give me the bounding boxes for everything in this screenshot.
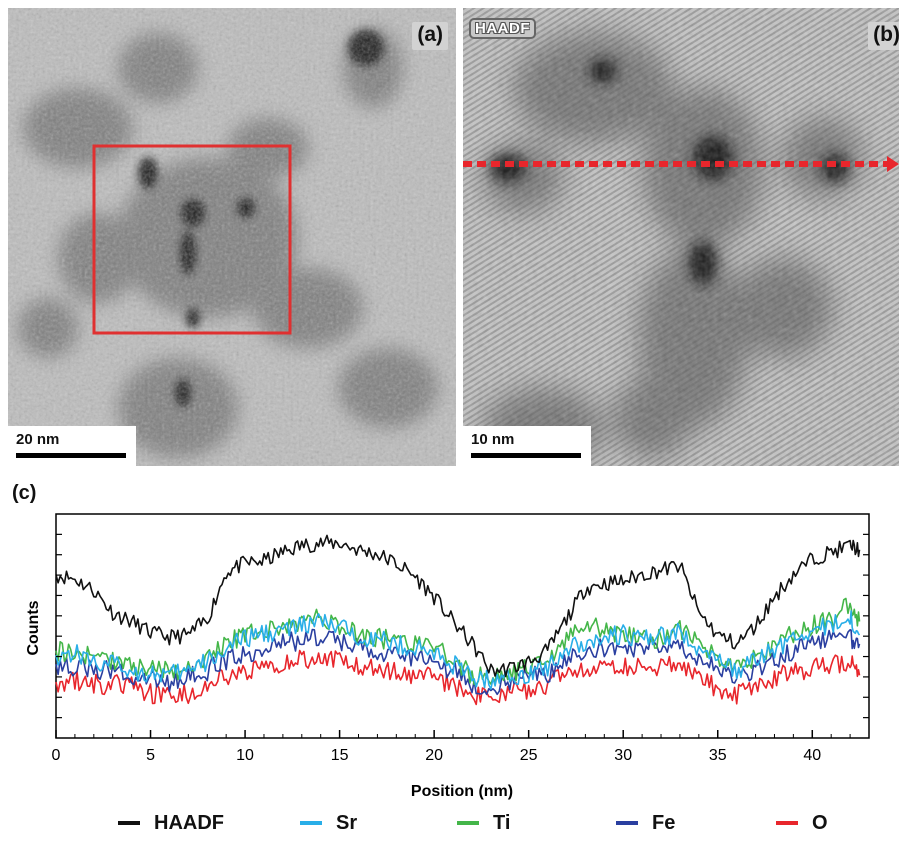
line-scan-arrowhead [887,156,899,172]
legend-item-sr: Sr [300,808,357,838]
legend-swatch [776,821,798,825]
scale-bar-b-line [471,453,581,458]
x-tick-label: 15 [331,747,349,764]
legend-item-o: O [776,808,828,838]
chart-legend: HAADF Sr Ti Fe O [0,808,899,838]
legend-label: Ti [493,811,511,834]
scale-bar-b: 10 nm [463,426,591,466]
series-line-fe [55,628,861,696]
ticks-layer: 0 5 10 15 20 25 30 35 40 [52,533,869,764]
legend-label: HAADF [154,811,224,834]
series-line-sr [55,610,861,690]
scale-bar-a-line [16,453,126,458]
legend-item-ti: Ti [457,808,510,838]
series-layer [55,534,861,706]
x-tick-label: 40 [803,747,821,764]
x-tick-label: 30 [614,747,632,764]
x-tick-label: 20 [425,747,443,764]
panel-c-label: (c) [12,482,37,504]
x-tick-label: 25 [520,747,538,764]
panel-a-label: (a) [412,22,448,50]
legend-swatch [118,821,140,825]
series-line-o [55,649,861,706]
plot-frame [55,513,870,739]
legend-swatch [616,821,638,825]
micrograph-panel-b: HAADF (b) 10 nm [463,8,899,466]
legend-swatch [300,821,322,825]
legend-label: Fe [652,811,676,834]
y-axis-label: Counts [25,600,42,655]
micrograph-a-image [8,8,456,466]
selection-box [92,144,292,335]
legend-label: O [812,811,828,834]
legend-label: Sr [336,811,358,834]
x-tick-label: 5 [146,747,155,764]
x-tick-label: 10 [236,747,254,764]
legend-item-fe: Fe [616,808,675,838]
series-line-haadf [55,534,861,678]
scale-bar-b-label: 10 nm [471,431,515,448]
legend-item-haadf: HAADF [118,808,224,838]
micrograph-b-image [463,8,899,466]
scale-bar-a-label: 20 nm [16,431,60,448]
legend-swatch [457,821,479,825]
haadf-tag: HAADF [469,18,536,39]
panel-b-label: (b) [868,22,899,50]
x-tick-label: 0 [52,747,61,764]
line-profile-chart: 0 5 10 15 20 25 30 35 40 Counts Position (nm) [25,513,870,800]
x-axis-label: Position (nm) [411,783,513,800]
micrograph-panel-a: (a) 20 nm [8,8,456,466]
x-tick-label: 35 [709,747,727,764]
scale-bar-a: 20 nm [8,426,136,466]
